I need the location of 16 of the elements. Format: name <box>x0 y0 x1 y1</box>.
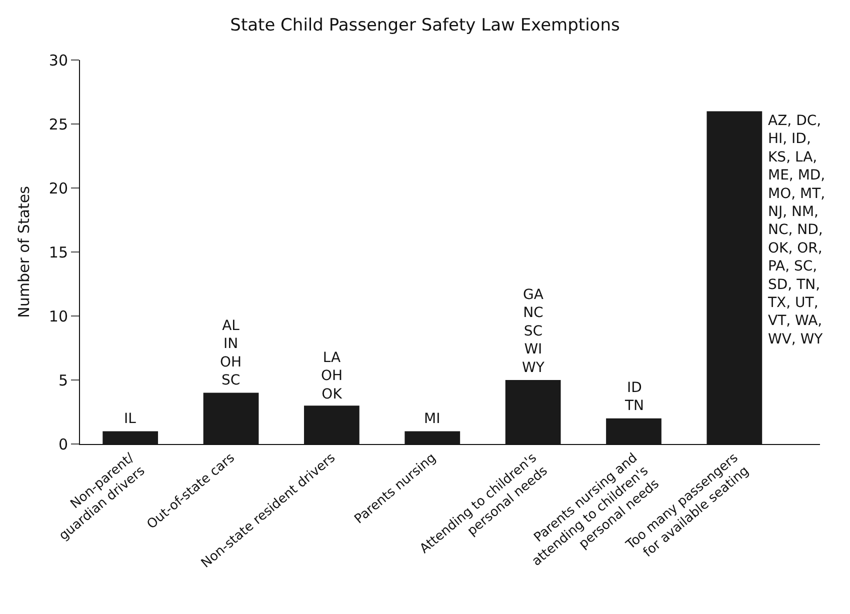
y-tick-label: 15 <box>48 243 68 262</box>
annotation: ID TN <box>624 380 644 414</box>
y-tick-label: 5 <box>58 371 68 390</box>
y-tick-label: 20 <box>48 179 68 198</box>
annotation: GA NC SC WI WY <box>522 287 545 376</box>
annotation: AL IN OH SC <box>220 318 242 389</box>
annotation: MI <box>424 411 440 427</box>
y-tick-label: 30 <box>48 51 68 70</box>
y-tick-label: 0 <box>58 435 68 454</box>
y-tick-label: 10 <box>48 307 68 326</box>
y-axis-title: Number of States <box>15 186 34 318</box>
y-tick-label: 25 <box>48 115 68 134</box>
annotation: IL <box>124 411 136 427</box>
annotation: LA OH OK <box>321 350 343 402</box>
chart-title: State Child Passenger Safety Law Exemptions <box>230 15 620 36</box>
text: AZ, DC, HI, ID, KS, LA, ME, MD, MO, MT, NJ, NM, NC, ND, OK, OR, PA, SC, SD, TN, TX, UT, VT, WA, WV, WY <box>768 113 826 348</box>
